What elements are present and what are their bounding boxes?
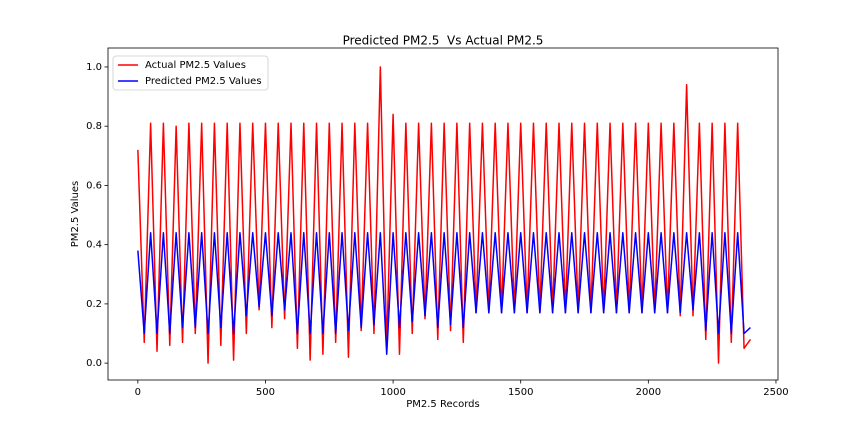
- y-tick-label: 0.0: [86, 358, 102, 369]
- data-line: [137, 232, 751, 355]
- y-tick-label: 0.2: [86, 299, 102, 310]
- x-tick-label: 1000: [380, 387, 405, 398]
- y-tick-label: 0.4: [86, 240, 102, 251]
- x-axis-label: PM2.5 Records: [406, 399, 480, 410]
- x-tick-label: 1500: [508, 387, 533, 398]
- legend-label: Predicted PM2.5 Values: [145, 76, 262, 87]
- x-tick-label: 500: [256, 387, 275, 398]
- legend-box: [112, 55, 269, 91]
- plot-area: [137, 66, 752, 364]
- chart-title: Predicted PM2.5 Vs Actual PM2.5: [343, 34, 544, 48]
- axes-frame: [107, 47, 779, 381]
- y-tick-label: 0.6: [86, 180, 102, 191]
- x-tick-label: 2000: [636, 387, 661, 398]
- legend-label: Actual PM2.5 Values: [145, 60, 246, 71]
- data-line: [137, 66, 752, 364]
- x-tick-label: 0: [135, 387, 141, 398]
- y-tick-label: 0.8: [86, 121, 102, 132]
- legend: Actual PM2.5 Values Predicted PM2.5 Value…: [112, 55, 269, 91]
- y-axis-label: PM2.5 Values: [70, 181, 81, 247]
- y-tick-label: 1.0: [86, 62, 102, 73]
- x-tick-label: 2500: [763, 387, 788, 398]
